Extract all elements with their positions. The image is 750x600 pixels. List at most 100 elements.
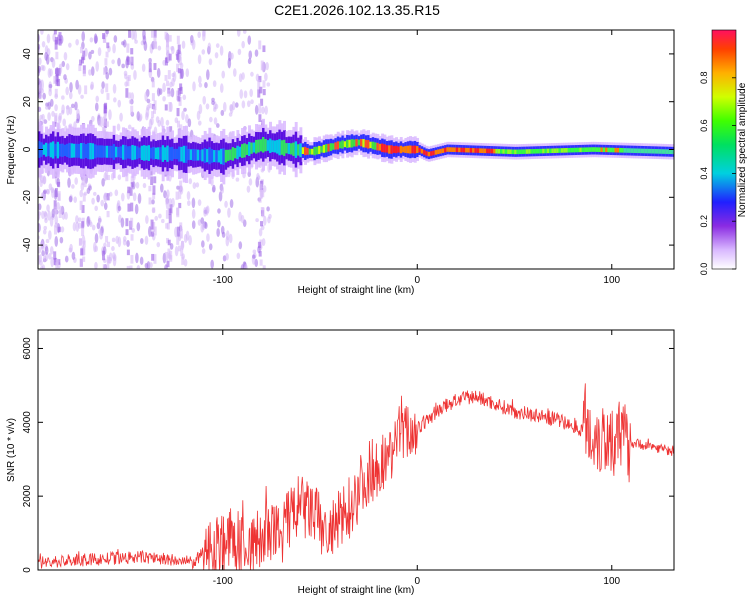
spectrogram-streak — [127, 203, 131, 212]
spectrogram-noise-blob — [112, 83, 117, 94]
snr-ytick-label: 6000 — [22, 337, 33, 360]
spectrogram-noise-blob — [229, 199, 234, 209]
spectrogram-streak — [82, 70, 86, 77]
spectrogram-streak — [153, 36, 157, 45]
spectrogram-band-core — [61, 143, 65, 157]
spectrogram-band-core — [465, 147, 469, 153]
spectrogram-band-core — [378, 143, 382, 151]
spectrogram-band-core — [486, 148, 490, 154]
spectrogram-band-core — [474, 148, 478, 153]
spectrogram-band-core — [476, 148, 480, 153]
spectrogram-noise-blob — [44, 245, 49, 255]
spectrogram-band-core — [243, 143, 247, 158]
spectrogram-band-core — [584, 147, 588, 153]
spectrogram-band-core — [276, 140, 279, 154]
spectrogram-noise-blob — [74, 101, 78, 111]
spectrogram-band-core — [469, 148, 473, 153]
spectrogram-noise-blob — [68, 195, 73, 203]
spectrogram-band-core — [399, 145, 403, 154]
spectrogram-noise-blob — [151, 199, 155, 205]
spectrogram-noise-blob — [117, 205, 122, 212]
spectrogram-noise-blob — [108, 67, 113, 76]
spectrogram-band-core — [558, 148, 562, 153]
spectrogram-streak — [82, 50, 86, 61]
colorbar — [711, 29, 737, 270]
spectrogram-noise-blob — [108, 191, 113, 197]
spectrogram-streak — [152, 207, 156, 213]
spectrogram-streak — [164, 75, 168, 81]
spectrogram-band-core — [409, 145, 413, 154]
spectrogram-noise-blob — [72, 222, 77, 232]
spectrogram-noise-blob — [247, 35, 252, 45]
spectrogram-band-core — [521, 149, 525, 154]
colorbar-tick-label: 0.6 — [699, 119, 709, 132]
spectrogram-noise-blob — [46, 204, 50, 212]
spectrogram-streak — [176, 107, 180, 117]
spectrogram-band-core — [367, 140, 371, 149]
spectrogram-noise-blob — [154, 215, 159, 221]
spectrogram-streak — [166, 80, 170, 87]
spectrogram-band-core — [665, 149, 669, 154]
spectrogram-band-core — [220, 148, 223, 165]
spectrogram-streak — [179, 86, 183, 94]
spectrogram-noise-blob — [216, 123, 220, 128]
spectrogram-streak — [261, 187, 265, 198]
spectrogram-streak — [105, 171, 109, 180]
spectrogram-noise-blob — [39, 114, 43, 120]
spectrogram-noise-blob — [77, 84, 82, 95]
spectrogram-noise-blob — [48, 230, 52, 240]
snr-xlabel: Height of straight line (km) — [298, 585, 415, 596]
spectrogram-noise-blob — [165, 119, 170, 126]
spectrogram-noise-blob — [183, 258, 188, 267]
spectrogram-band-core — [462, 147, 466, 153]
spectrogram-band-core — [168, 147, 172, 161]
spectrogram-noise-blob — [38, 43, 41, 50]
spectrogram-noise-blob — [94, 245, 98, 252]
spectrogram-noise-blob — [206, 233, 210, 242]
spectrogram-streak — [129, 57, 133, 63]
spectrogram-noise-blob — [38, 203, 42, 211]
spectrogram-band-core — [567, 147, 571, 153]
spectrogram-noise-blob — [51, 208, 56, 218]
spectrogram-band-core — [159, 147, 163, 160]
spectrogram-band-core — [122, 144, 125, 160]
spectrogram-streak — [153, 176, 157, 184]
spectrogram-streak — [125, 173, 129, 182]
spectrogram-band-core — [467, 147, 471, 153]
spectrogram-noise-blob — [235, 177, 240, 182]
spectrogram-streak — [55, 262, 59, 269]
spectrogram-band-core — [59, 143, 62, 157]
spectrogram-noise-blob — [255, 218, 259, 223]
spectrogram-noise-blob — [203, 206, 207, 217]
spectrogram-streak — [54, 206, 58, 216]
spectrogram-streak — [153, 41, 157, 48]
spectrogram-band-core — [406, 145, 410, 154]
spectrogram-noise-blob — [219, 83, 224, 93]
spectrogram-band-core — [189, 149, 193, 160]
spectrogram-noise-blob — [170, 46, 174, 51]
spectrogram-band-core — [299, 143, 303, 158]
spectrogram-noise-blob — [176, 185, 180, 190]
spectrogram-band-core — [605, 147, 609, 153]
spectrogram-noise-blob — [54, 235, 59, 247]
spectrogram-noise-blob — [89, 84, 94, 91]
spectrogram-streak — [105, 121, 109, 127]
spectrogram-noise-blob — [94, 233, 99, 244]
spectrogram-streak — [260, 98, 264, 106]
spectrogram-band-core — [535, 148, 539, 154]
spectrogram-streak — [177, 68, 181, 74]
spectrogram-noise-blob — [217, 208, 221, 214]
spectrogram-streak — [165, 40, 169, 48]
spectrogram-noise-blob — [238, 241, 243, 250]
spectrogram-noise-blob — [240, 214, 245, 224]
spectrogram-noise-blob — [137, 193, 142, 204]
spectrogram-streak — [130, 176, 134, 184]
spectrogram-noise-blob — [49, 215, 54, 227]
spectrogram-noise-blob — [139, 256, 144, 266]
snr-frame — [37, 329, 675, 571]
spectrogram-streak — [79, 200, 83, 211]
spectrogram-band-core — [581, 147, 585, 153]
spectrogram-band-core — [497, 149, 501, 154]
spectrogram-band-core — [332, 143, 336, 150]
spectrogram-streak — [176, 90, 180, 101]
